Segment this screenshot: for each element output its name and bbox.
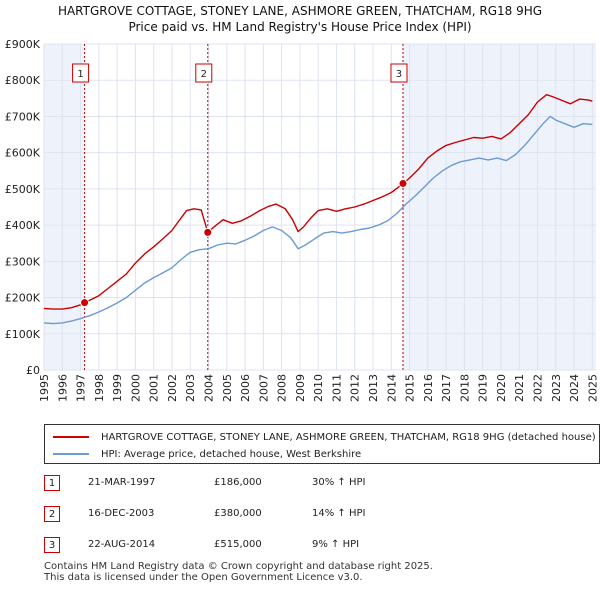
legend: HARTGROVE COTTAGE, STONEY LANE, ASHMORE … — [44, 424, 600, 464]
y-tick-label: £300K — [5, 255, 41, 268]
x-tick-label: 2016 — [422, 374, 435, 402]
x-tick-label: 2021 — [513, 374, 526, 402]
x-tick-label: 2004 — [203, 374, 216, 402]
price-chart: 1 2 3 £0 £100K £200K £300K £400K £500K £600K £700… — [5, 38, 600, 402]
y-tick-label: £700K — [5, 110, 41, 123]
x-tick-label: 2000 — [129, 374, 142, 402]
transaction-marker-3: 3 — [44, 537, 60, 553]
transaction-price: £515,000 — [214, 539, 262, 550]
footer-licence: This data is licensed under the Open Gov… — [44, 572, 363, 583]
x-tick-label: 2018 — [458, 374, 471, 402]
series-line — [43, 115, 593, 325]
sale-number-box — [72, 63, 90, 83]
y-tick-label: £100K — [5, 328, 41, 341]
transaction-row: 2 16-DEC-2003 £380,000 14% ↑ HPI — [44, 506, 584, 526]
sale-number-box — [195, 63, 213, 83]
x-tick-label: 2024 — [568, 374, 581, 402]
sale-number-label: 1 — [77, 69, 83, 80]
transaction-date: 16-DEC-2003 — [88, 508, 155, 519]
x-tick-label: 2013 — [367, 374, 380, 402]
transaction-marker-1: 1 — [44, 475, 60, 491]
x-tick-label: 2012 — [349, 374, 362, 402]
x-tick-label: 2025 — [586, 374, 599, 402]
y-tick-label: £200K — [5, 292, 41, 305]
sale-number-label: 2 — [201, 69, 207, 80]
x-tick-label: 1995 — [38, 374, 51, 402]
x-tick-label: 2009 — [294, 374, 307, 402]
y-tick-label: £600K — [5, 147, 41, 160]
sale-number-label: 3 — [396, 69, 402, 80]
legend-label-property: HARTGROVE COTTAGE, STONEY LANE, ASHMORE … — [101, 431, 596, 443]
x-tick-label: 2022 — [532, 374, 545, 402]
x-tick-label: 2010 — [312, 374, 325, 402]
x-tick-label: 2002 — [166, 374, 179, 402]
x-tick-label: 2017 — [440, 374, 453, 402]
x-tick-label: 1997 — [75, 374, 88, 402]
transaction-price: £186,000 — [214, 477, 262, 488]
transaction-hpi: 14% ↑ HPI — [312, 508, 366, 519]
sale-point — [80, 298, 90, 308]
transaction-date: 22-AUG-2014 — [88, 539, 156, 550]
x-tick-label: 1998 — [93, 374, 106, 402]
sale-point — [398, 178, 408, 188]
x-tick-label: 1996 — [56, 374, 69, 402]
x-tick-label: 2001 — [148, 374, 161, 402]
x-tick-label: 1999 — [111, 374, 124, 402]
transaction-row: 3 22-AUG-2014 £515,000 9% ↑ HPI — [44, 537, 584, 557]
x-tick-label: 2006 — [239, 374, 252, 402]
legend-swatch-red — [53, 436, 89, 438]
sale-point — [203, 227, 213, 237]
transaction-hpi: 9% ↑ HPI — [312, 539, 360, 550]
transaction-date: 21-MAR-1997 — [88, 477, 156, 488]
y-tick-label: £500K — [5, 183, 41, 196]
legend-label-hpi: HPI: Average price, detached house, West… — [101, 448, 362, 460]
y-tick-label: £900K — [5, 38, 41, 51]
x-tick-label: 2005 — [221, 374, 234, 402]
x-tick-label: 2023 — [550, 374, 563, 402]
x-tick-label: 2014 — [385, 374, 398, 402]
y-tick-label: £0 — [26, 364, 40, 377]
legend-item-property: HARTGROVE COTTAGE, STONEY LANE, ASHMORE … — [53, 429, 596, 445]
x-tick-label: 2003 — [184, 374, 197, 402]
footer-copyright: Contains HM Land Registry data © Crown c… — [44, 561, 433, 572]
transaction-price: £380,000 — [214, 508, 262, 519]
transaction-hpi: 30% ↑ HPI — [312, 477, 366, 488]
chart-subtitle: Price paid vs. HM Land Registry's House … — [128, 20, 472, 34]
sale-number-box — [390, 63, 408, 83]
transaction-row: 1 21-MAR-1997 £186,000 30% ↑ HPI — [44, 475, 584, 495]
y-tick-label: £800K — [5, 74, 41, 87]
x-tick-label: 2020 — [495, 374, 508, 402]
unshaded-band — [84, 44, 208, 370]
legend-item-hpi: HPI: Average price, detached house, West… — [53, 446, 361, 462]
series-line — [43, 94, 593, 310]
transaction-marker-2: 2 — [44, 506, 60, 522]
x-tick-label: 2008 — [276, 374, 289, 402]
x-tick-label: 2011 — [330, 374, 343, 402]
x-tick-label: 2007 — [257, 374, 270, 402]
x-tick-label: 2015 — [404, 374, 417, 402]
legend-swatch-blue — [53, 453, 89, 455]
chart-title: HARTGROVE COTTAGE, STONEY LANE, ASHMORE … — [57, 4, 543, 18]
x-tick-label: 2019 — [477, 374, 490, 402]
y-tick-label: £400K — [5, 219, 41, 232]
unshaded-band — [207, 44, 403, 370]
